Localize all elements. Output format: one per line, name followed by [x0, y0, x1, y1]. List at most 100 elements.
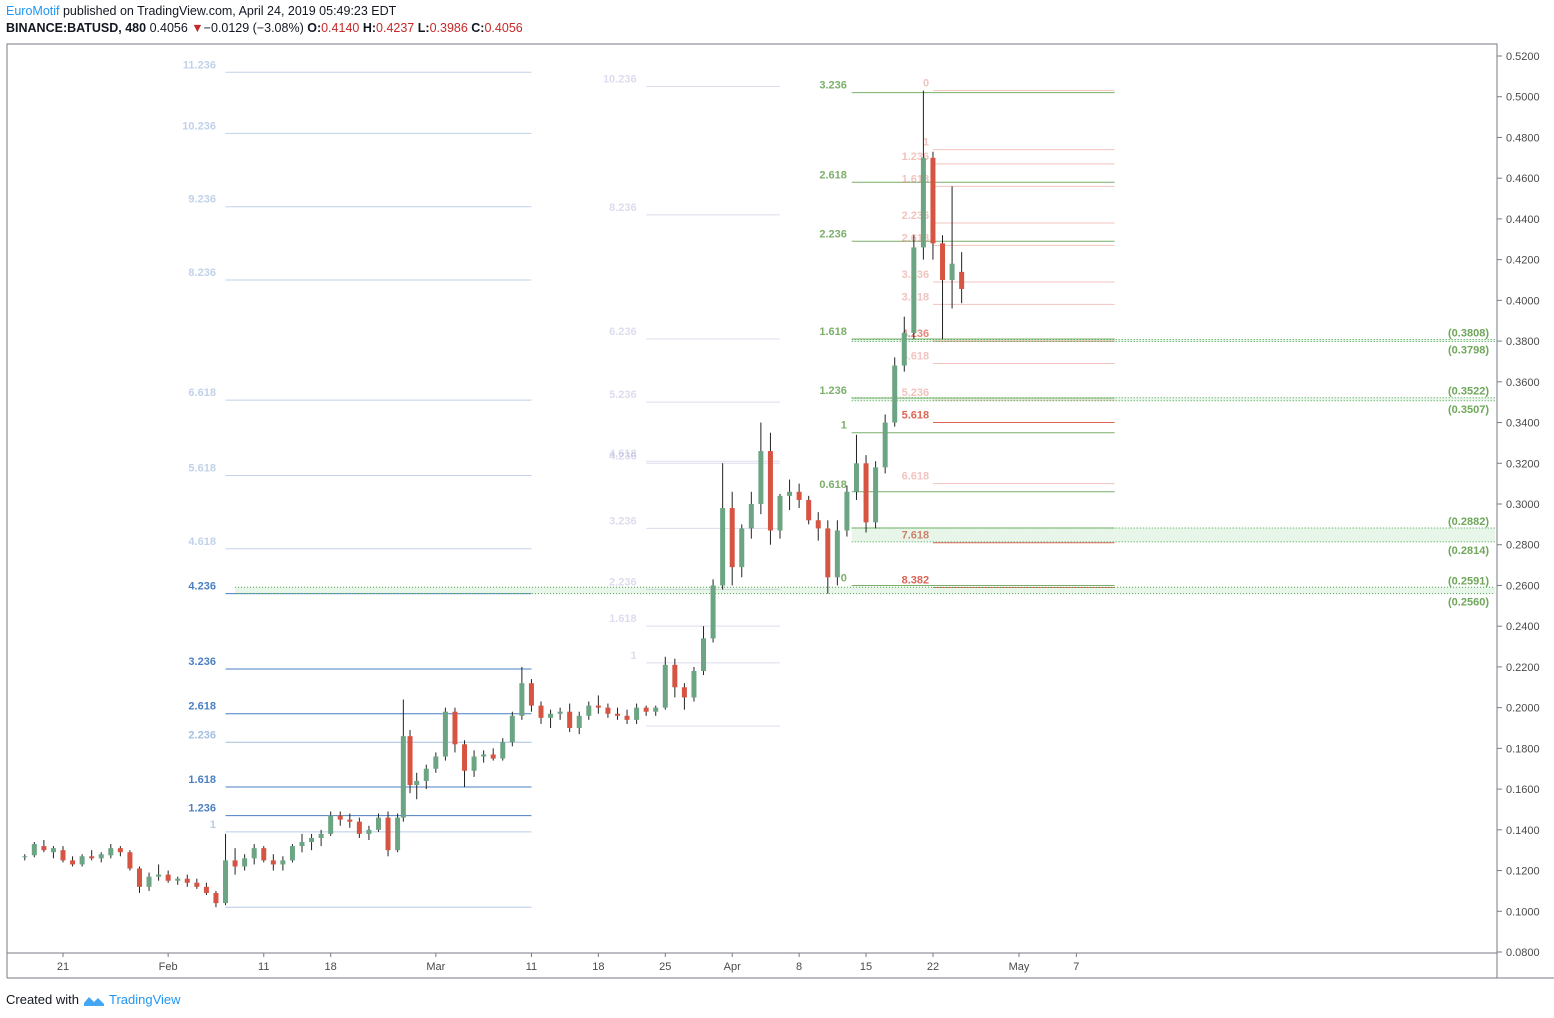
candle[interactable]	[481, 750, 487, 763]
candle[interactable]	[89, 850, 95, 861]
candle[interactable]	[729, 491, 735, 586]
candle[interactable]	[385, 811, 391, 857]
candle[interactable]	[318, 829, 324, 847]
fib-1-fibonacci-extension[interactable]: 11.23610.2369.2368.2366.6185.6184.6184.2…	[182, 59, 532, 908]
author-link[interactable]: EuroMotif	[6, 4, 60, 18]
candle[interactable]	[758, 422, 764, 515]
candle[interactable]	[175, 876, 181, 885]
price-zone[interactable]: (0.3522) (0.3507)	[851, 386, 1495, 416]
candle[interactable]	[423, 764, 429, 790]
candle[interactable]	[959, 252, 965, 304]
candle[interactable]	[299, 833, 305, 853]
candle[interactable]	[156, 864, 162, 881]
candle[interactable]	[806, 495, 812, 525]
candle[interactable]	[662, 656, 668, 710]
candle[interactable]	[375, 813, 381, 832]
candle[interactable]	[911, 235, 917, 340]
candle[interactable]	[242, 854, 248, 871]
candle[interactable]	[400, 699, 406, 822]
candle[interactable]	[624, 709, 630, 724]
candle[interactable]	[407, 730, 413, 794]
price-zone[interactable]: (0.3808) (0.3798)	[851, 327, 1495, 356]
candle[interactable]	[328, 811, 334, 836]
candle[interactable]	[471, 750, 477, 777]
candle[interactable]	[60, 846, 66, 863]
candle[interactable]	[825, 520, 831, 594]
candle[interactable]	[347, 813, 353, 828]
candle[interactable]	[490, 748, 496, 761]
candle[interactable]	[41, 840, 47, 853]
candle[interactable]	[691, 666, 697, 702]
candle[interactable]	[930, 151, 936, 260]
candle[interactable]	[701, 626, 707, 676]
candle[interactable]	[136, 866, 142, 893]
candle[interactable]	[873, 461, 879, 529]
candle[interactable]	[748, 491, 754, 539]
candle[interactable]	[882, 414, 888, 474]
candle[interactable]	[892, 357, 898, 427]
candle[interactable]	[853, 434, 859, 500]
candle[interactable]	[127, 850, 133, 871]
candle[interactable]	[442, 707, 448, 761]
candle[interactable]	[395, 813, 401, 853]
candle[interactable]	[901, 316, 907, 372]
candle[interactable]	[920, 90, 926, 260]
candle[interactable]	[720, 463, 726, 590]
candle[interactable]	[22, 854, 28, 861]
tradingview-brand-link[interactable]: TradingView	[108, 992, 181, 1007]
candle[interactable]	[165, 870, 171, 883]
candle[interactable]	[567, 703, 573, 733]
candle[interactable]	[261, 846, 267, 863]
candle[interactable]	[289, 844, 295, 863]
candle[interactable]	[634, 703, 640, 724]
candle[interactable]	[232, 848, 238, 875]
candle[interactable]	[844, 485, 850, 537]
candle[interactable]	[815, 512, 821, 541]
candle[interactable]	[710, 579, 716, 643]
price-zone[interactable]: (0.2591) (0.2560)	[235, 575, 1496, 609]
candle[interactable]	[595, 695, 601, 714]
candle[interactable]	[500, 738, 506, 761]
candle[interactable]	[672, 658, 678, 698]
candle[interactable]	[653, 705, 659, 716]
candle[interactable]	[433, 752, 439, 773]
candle[interactable]	[548, 709, 554, 728]
candle[interactable]	[213, 890, 219, 908]
candle[interactable]	[117, 846, 123, 857]
candle[interactable]	[796, 483, 802, 509]
candle[interactable]	[509, 711, 515, 747]
candle[interactable]	[356, 817, 362, 838]
candle[interactable]	[557, 707, 563, 720]
candle[interactable]	[184, 874, 190, 887]
candle[interactable]	[777, 493, 783, 539]
candle[interactable]	[834, 520, 840, 586]
fib-4-fibonacci-extension[interactable]: 011.2361.6182.2362.6183.2363.6184.2364.6…	[902, 78, 1115, 588]
candle[interactable]	[643, 705, 649, 716]
candle[interactable]	[519, 666, 525, 720]
candle[interactable]	[280, 856, 286, 871]
candle[interactable]	[366, 825, 372, 840]
candle[interactable]	[576, 711, 582, 735]
price-zone[interactable]: (0.2882) (0.2814)	[851, 516, 1495, 557]
candle[interactable]	[940, 235, 946, 340]
candle[interactable]	[194, 878, 200, 889]
candle[interactable]	[31, 842, 37, 858]
candle[interactable]	[538, 701, 544, 724]
candle[interactable]	[787, 479, 793, 511]
candle[interactable]	[108, 844, 114, 859]
candle[interactable]	[452, 707, 458, 753]
candle[interactable]	[203, 882, 209, 895]
candle[interactable]	[70, 856, 76, 867]
candle[interactable]	[681, 683, 687, 710]
candle[interactable]	[223, 833, 229, 906]
candle[interactable]	[586, 701, 592, 720]
candle[interactable]	[79, 854, 85, 867]
candle[interactable]	[50, 846, 56, 859]
candle[interactable]	[528, 679, 534, 712]
candle[interactable]	[309, 833, 315, 851]
candle[interactable]	[414, 772, 420, 800]
candle[interactable]	[146, 872, 152, 891]
candle[interactable]	[337, 811, 343, 826]
candle[interactable]	[462, 740, 468, 788]
